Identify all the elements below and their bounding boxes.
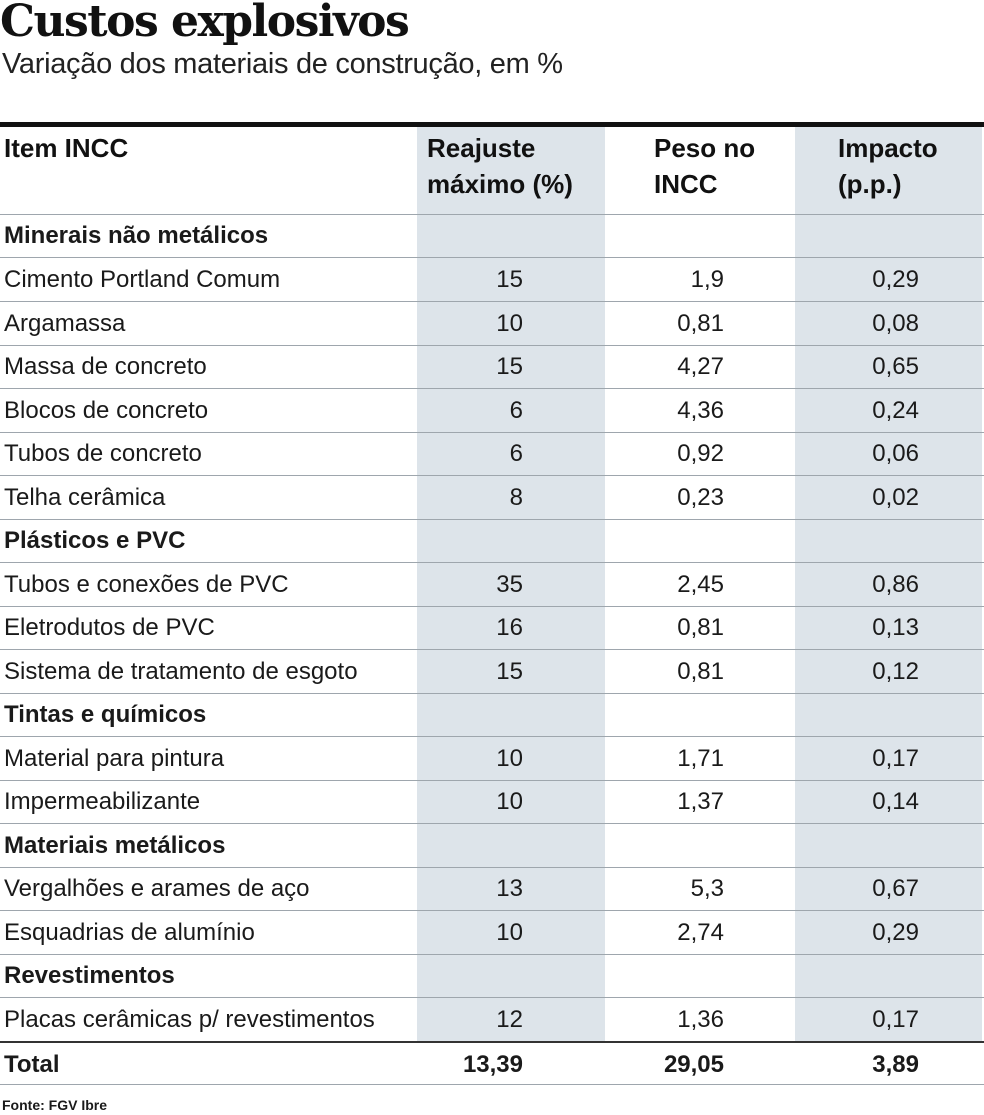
column-header-impacto: Impacto (p.p.) bbox=[838, 133, 938, 199]
impacto-value: 0,17 bbox=[872, 1006, 919, 1033]
table-row: Tubos e conexões de PVC 35 2,45 0,86 bbox=[0, 563, 984, 607]
table-header-row bbox=[0, 127, 984, 215]
reajuste-value: 15 bbox=[496, 266, 523, 293]
section-label: Plásticos e PVC bbox=[4, 527, 186, 554]
item-label: Vergalhões e arames de aço bbox=[4, 875, 310, 902]
peso-value: 0,23 bbox=[677, 484, 724, 511]
reajuste-value: 13 bbox=[496, 875, 523, 902]
page-title: Custos explosivos bbox=[0, 0, 410, 47]
table-row: Telha cerâmica 8 0,23 0,02 bbox=[0, 476, 984, 520]
reajuste-value: 15 bbox=[496, 658, 523, 685]
peso-value: 1,9 bbox=[690, 266, 724, 293]
peso-value: 1,37 bbox=[677, 788, 724, 815]
item-label: Tubos de concreto bbox=[4, 440, 202, 467]
peso-value: 2,45 bbox=[677, 571, 724, 598]
item-label: Cimento Portland Comum bbox=[4, 266, 281, 293]
table-row: Eletrodutos de PVC 16 0,81 0,13 bbox=[0, 606, 984, 650]
peso-value: 1,36 bbox=[677, 1006, 724, 1033]
column-header-item: Item INCC bbox=[4, 133, 129, 163]
peso-value: 4,27 bbox=[677, 353, 724, 380]
reajuste-value: 16 bbox=[496, 614, 523, 641]
total-reajuste-value: 13,39 bbox=[462, 1051, 523, 1078]
item-label: Tubos e conexões de PVC bbox=[4, 571, 289, 598]
item-label: Esquadrias de alumínio bbox=[4, 919, 255, 946]
item-label: Eletrodutos de PVC bbox=[4, 614, 215, 641]
total-impacto-value: 3,89 bbox=[872, 1051, 919, 1078]
reajuste-value: 10 bbox=[496, 310, 523, 337]
total-peso-value: 29,05 bbox=[663, 1051, 724, 1078]
column-header-peso: Peso no INCC bbox=[654, 133, 756, 199]
peso-value: 1,71 bbox=[677, 745, 724, 772]
section-label: Revestimentos bbox=[4, 962, 175, 989]
peso-value: 0,81 bbox=[677, 658, 724, 685]
table-row: Cimento Portland Comum 15 1,9 0,29 bbox=[0, 258, 984, 302]
table-row: Material para pintura 10 1,71 0,17 bbox=[0, 737, 984, 781]
item-label: Sistema de tratamento de esgoto bbox=[4, 658, 358, 685]
section-row: Minerais não metálicos bbox=[0, 214, 984, 258]
reajuste-value: 10 bbox=[496, 788, 523, 815]
item-label: Blocos de concreto bbox=[4, 397, 209, 424]
item-label: Placas cerâmicas p/ revestimentos bbox=[4, 1006, 375, 1033]
section-row: Tintas e químicos bbox=[0, 693, 984, 737]
total-label: Total bbox=[4, 1051, 60, 1078]
impacto-value: 0,29 bbox=[872, 266, 919, 293]
peso-value: 2,74 bbox=[677, 919, 724, 946]
impacto-value: 0,29 bbox=[872, 919, 919, 946]
item-label: Material para pintura bbox=[4, 745, 225, 772]
column-header-reajuste: Reajuste máximo (%) bbox=[427, 133, 573, 199]
total-row: Total 13,39 29,05 3,89 bbox=[0, 1041, 984, 1085]
reajuste-column-shade bbox=[417, 127, 605, 1041]
impacto-value: 0,12 bbox=[872, 658, 919, 685]
reajuste-value: 10 bbox=[496, 919, 523, 946]
reajuste-value: 6 bbox=[509, 440, 523, 467]
impacto-value: 0,14 bbox=[872, 788, 919, 815]
peso-value: 0,81 bbox=[677, 614, 724, 641]
peso-value: 5,3 bbox=[690, 875, 724, 902]
section-label: Tintas e químicos bbox=[4, 701, 207, 728]
table-row: Esquadrias de alumínio 10 2,74 0,29 bbox=[0, 911, 984, 955]
impacto-value: 0,24 bbox=[872, 397, 919, 424]
reajuste-value: 12 bbox=[496, 1006, 523, 1033]
section-row: Plásticos e PVC bbox=[0, 519, 984, 563]
peso-value: 4,36 bbox=[677, 397, 724, 424]
table-row: Argamassa 10 0,81 0,08 bbox=[0, 302, 984, 346]
impacto-value: 0,02 bbox=[872, 484, 919, 511]
item-label: Massa de concreto bbox=[4, 353, 207, 380]
impacto-value: 0,86 bbox=[872, 571, 919, 598]
item-label: Impermeabilizante bbox=[4, 788, 201, 815]
reajuste-value: 10 bbox=[496, 745, 523, 772]
header-rule bbox=[0, 122, 984, 127]
peso-value: 0,81 bbox=[677, 310, 724, 337]
reajuste-value: 6 bbox=[509, 397, 523, 424]
table-row: Vergalhões e arames de aço 13 5,3 0,67 bbox=[0, 867, 984, 911]
table-row: Blocos de concreto 6 4,36 0,24 bbox=[0, 389, 984, 433]
reajuste-value: 35 bbox=[496, 571, 523, 598]
impacto-value: 0,17 bbox=[872, 745, 919, 772]
table-row: Massa de concreto 15 4,27 0,65 bbox=[0, 345, 984, 389]
peso-value: 0,92 bbox=[677, 440, 724, 467]
section-label: Materiais metálicos bbox=[4, 832, 226, 859]
impacto-value: 0,06 bbox=[872, 440, 919, 467]
page-subtitle: Variação dos materiais de construção, em… bbox=[2, 48, 563, 80]
section-label: Minerais não metálicos bbox=[4, 222, 269, 249]
table-row: Placas cerâmicas p/ revestimentos 12 1,3… bbox=[0, 998, 984, 1042]
impacto-value: 0,13 bbox=[872, 614, 919, 641]
section-row: Revestimentos bbox=[0, 954, 984, 998]
section-row: Materiais metálicos bbox=[0, 824, 984, 868]
impacto-value: 0,08 bbox=[872, 310, 919, 337]
reajuste-value: 15 bbox=[496, 353, 523, 380]
reajuste-value: 8 bbox=[509, 484, 523, 511]
impacto-column-shade bbox=[795, 127, 982, 1041]
impacto-value: 0,65 bbox=[872, 353, 919, 380]
table-row: Impermeabilizante 10 1,37 0,14 bbox=[0, 780, 984, 824]
impacto-value: 0,67 bbox=[872, 875, 919, 902]
table-row: Sistema de tratamento de esgoto 15 0,81 … bbox=[0, 650, 984, 694]
table-row: Tubos de concreto 6 0,92 0,06 bbox=[0, 432, 984, 476]
source-note: Fonte: FGV Ibre bbox=[2, 1097, 107, 1113]
item-label: Argamassa bbox=[4, 310, 126, 337]
item-label: Telha cerâmica bbox=[4, 484, 166, 511]
